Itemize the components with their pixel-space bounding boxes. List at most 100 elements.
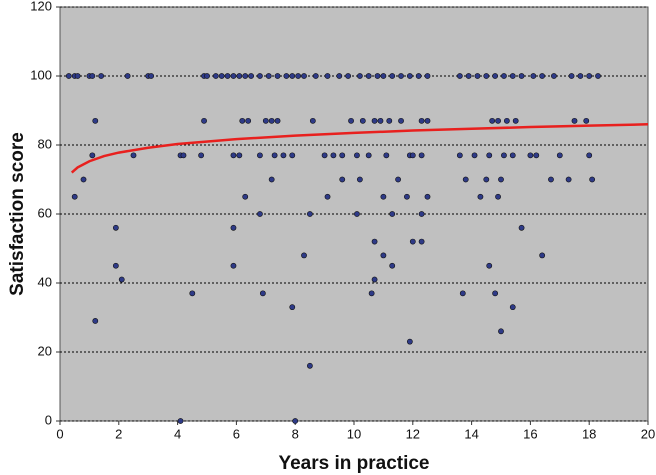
point bbox=[89, 152, 96, 159]
point bbox=[265, 73, 272, 79]
point bbox=[130, 152, 137, 159]
point bbox=[336, 73, 343, 79]
point bbox=[556, 152, 563, 159]
point bbox=[262, 117, 269, 124]
point bbox=[212, 73, 219, 79]
point bbox=[321, 152, 328, 159]
point bbox=[274, 117, 281, 124]
point bbox=[292, 418, 299, 424]
point bbox=[312, 73, 319, 79]
point bbox=[486, 262, 493, 269]
point bbox=[230, 73, 237, 79]
point bbox=[568, 73, 575, 79]
point bbox=[324, 73, 331, 79]
y-tick-label: 20 bbox=[38, 343, 52, 358]
point bbox=[98, 73, 105, 79]
point bbox=[409, 238, 416, 245]
point bbox=[257, 73, 263, 79]
point bbox=[595, 73, 601, 79]
point bbox=[406, 338, 413, 345]
point bbox=[465, 73, 472, 79]
point bbox=[283, 73, 290, 79]
point bbox=[230, 224, 237, 231]
point bbox=[245, 117, 252, 124]
point bbox=[418, 152, 425, 159]
point bbox=[248, 73, 254, 79]
point bbox=[406, 73, 413, 79]
point bbox=[306, 362, 313, 369]
point bbox=[368, 290, 375, 297]
point bbox=[398, 117, 404, 124]
point bbox=[339, 152, 346, 159]
point bbox=[509, 73, 516, 79]
point bbox=[242, 73, 249, 79]
point bbox=[456, 152, 463, 159]
point bbox=[498, 176, 504, 183]
point bbox=[274, 73, 281, 79]
x-tick-label: 0 bbox=[56, 426, 63, 441]
y-tick-label: 120 bbox=[30, 0, 52, 13]
point bbox=[289, 73, 296, 79]
point bbox=[533, 152, 540, 159]
point bbox=[198, 152, 205, 159]
point bbox=[418, 238, 425, 245]
x-tick-label: 6 bbox=[233, 426, 240, 441]
point bbox=[354, 211, 360, 217]
point bbox=[339, 176, 346, 183]
point bbox=[236, 73, 243, 79]
point bbox=[471, 152, 478, 159]
point bbox=[548, 176, 554, 183]
point bbox=[71, 193, 78, 200]
point bbox=[551, 73, 557, 79]
point bbox=[518, 224, 525, 231]
point bbox=[148, 73, 155, 79]
point bbox=[395, 176, 401, 183]
point bbox=[371, 276, 378, 283]
point bbox=[462, 176, 469, 183]
point bbox=[404, 193, 410, 200]
point bbox=[389, 73, 396, 79]
x-tick-label: 18 bbox=[582, 426, 596, 441]
y-tick-label: 60 bbox=[38, 205, 52, 220]
point bbox=[204, 73, 210, 79]
point bbox=[356, 176, 363, 183]
point bbox=[92, 318, 99, 324]
point bbox=[365, 73, 372, 79]
point bbox=[268, 117, 275, 124]
point bbox=[348, 117, 354, 124]
y-tick-label: 100 bbox=[30, 67, 52, 82]
point bbox=[201, 117, 207, 124]
point bbox=[189, 290, 196, 297]
x-tick-label: 2 bbox=[115, 426, 122, 441]
y-tick-label: 0 bbox=[45, 412, 52, 427]
point bbox=[330, 152, 337, 159]
point bbox=[565, 176, 572, 183]
point bbox=[359, 117, 366, 124]
point bbox=[424, 193, 431, 200]
point bbox=[324, 193, 331, 200]
point bbox=[483, 73, 490, 79]
point bbox=[224, 73, 231, 79]
point bbox=[112, 262, 119, 269]
point bbox=[539, 252, 546, 259]
point bbox=[180, 152, 187, 159]
point bbox=[280, 152, 287, 159]
point bbox=[486, 152, 493, 159]
point bbox=[218, 73, 225, 79]
x-tick-label: 16 bbox=[523, 426, 537, 441]
point bbox=[306, 211, 313, 217]
x-tick-label: 4 bbox=[174, 426, 181, 441]
point bbox=[301, 252, 307, 259]
point bbox=[309, 117, 316, 124]
point bbox=[509, 152, 516, 159]
point bbox=[383, 152, 390, 159]
point bbox=[586, 152, 593, 159]
point bbox=[257, 152, 263, 159]
trend-line bbox=[70, 123, 649, 174]
point bbox=[356, 73, 363, 79]
point bbox=[530, 73, 537, 79]
y-axis-title: Satisfaction score bbox=[7, 132, 28, 296]
point bbox=[371, 117, 378, 124]
point bbox=[501, 152, 507, 159]
point bbox=[345, 73, 352, 79]
